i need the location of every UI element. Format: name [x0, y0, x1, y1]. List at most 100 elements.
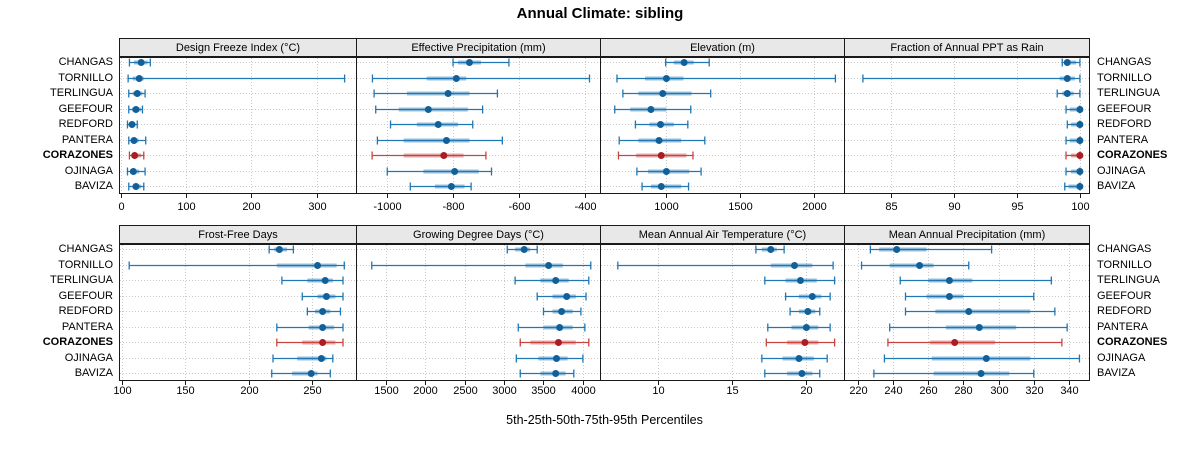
panel-title: Design Freeze Index (°C): [175, 41, 301, 54]
percentile-row-pantera: [276, 323, 344, 332]
panel-strip: Design Freeze Index (°C): [119, 38, 357, 57]
percentile-row-pantera: [889, 323, 1068, 332]
median-dot: [131, 152, 139, 159]
station-label-left-baviza: BAVIZA: [74, 367, 113, 379]
median-dot: [977, 370, 985, 377]
median-dot: [659, 90, 667, 97]
median-dot: [465, 59, 473, 66]
panel-strip: Effective Precipitation (mm): [356, 38, 601, 57]
median-dot: [129, 168, 137, 175]
percentile-row-ojinaga: [636, 167, 702, 176]
station-label-right-geefour: GEEFOUR: [1097, 289, 1152, 302]
median-dot: [802, 324, 810, 331]
median-dot: [801, 339, 809, 346]
median-dot: [657, 183, 665, 190]
median-dot: [1076, 152, 1084, 159]
median-dot: [1076, 106, 1084, 113]
panel-strip: Mean Annual Precipitation (mm): [844, 225, 1090, 244]
percentile-row-terlingua: [128, 89, 146, 98]
tick-label: 280: [954, 385, 973, 397]
panel-title: Frost-Free Days: [198, 228, 278, 241]
x-axis-caption: 5th-25th-50th-75th-95th Percentiles: [506, 413, 703, 427]
median-dot: [442, 137, 450, 144]
median-dot: [135, 75, 143, 82]
median-dot: [314, 262, 322, 269]
median-dot: [662, 168, 670, 175]
percentile-row-pantera: [1065, 136, 1084, 145]
median-dot: [1076, 183, 1084, 190]
median-dot: [558, 308, 566, 315]
tick-label: 90: [948, 201, 961, 213]
percentile-row-tornillo: [860, 261, 970, 270]
percentile-row-ojinaga: [883, 354, 1081, 363]
station-label-right-corazones: CORAZONES: [1097, 336, 1168, 348]
percentile-row-ojinaga: [761, 354, 828, 363]
median-dot: [795, 355, 803, 362]
percentile-row-tornillo: [862, 74, 1081, 83]
median-dot: [307, 370, 315, 377]
panel-strip: Elevation (m): [600, 38, 845, 57]
tick-label: 15: [726, 385, 739, 397]
median-dot: [552, 355, 560, 362]
percentile-row-tornillo: [127, 74, 346, 83]
tick-label: -1000: [373, 201, 402, 213]
median-dot: [434, 121, 442, 128]
station-label-right-ojinaga: OJINAGA: [1097, 164, 1146, 177]
median-dot: [319, 324, 327, 331]
median-dot: [1063, 75, 1071, 82]
tick-label: -400: [574, 201, 597, 213]
percentile-row-tornillo: [616, 74, 837, 83]
percentile-row-baviza: [1064, 182, 1084, 191]
median-dot: [798, 370, 806, 377]
panel-mean-annual-precipitation-mm: [844, 244, 1090, 385]
median-dot: [552, 370, 560, 377]
median-dot: [945, 277, 953, 284]
tick-label: 260: [919, 385, 938, 397]
percentile-row-ojinaga: [272, 354, 334, 363]
median-dot: [796, 277, 804, 284]
median-dot: [680, 59, 688, 66]
percentile-row-changas: [128, 58, 151, 67]
median-dot: [545, 262, 553, 269]
tick-label: 100: [177, 201, 196, 213]
percentile-row-tornillo: [371, 261, 592, 270]
median-dot: [767, 246, 775, 253]
station-label-left-tornillo: TORNILLO: [58, 71, 113, 84]
median-dot: [916, 262, 924, 269]
panel-design-freeze-index-c: [119, 57, 357, 198]
station-label-right-ojinaga: OJINAGA: [1097, 351, 1146, 364]
median-dot: [655, 137, 663, 144]
station-label-left-baviza: BAVIZA: [74, 180, 113, 192]
tick-label: 2000: [413, 385, 438, 397]
tick-label: 20: [800, 385, 813, 397]
percentile-row-corazones: [371, 151, 487, 160]
percentile-row-terlingua: [899, 276, 1052, 285]
chart-title: Annual Climate: sibling: [516, 5, 684, 22]
station-label-left-terlingua: TERLINGUA: [50, 87, 113, 99]
percentile-row-changas: [1061, 58, 1081, 67]
median-dot: [1063, 90, 1071, 97]
percentile-row-geefour: [904, 292, 1035, 301]
station-label-right-redford: REDFORD: [1097, 305, 1152, 317]
percentile-row-ojinaga: [1065, 167, 1084, 176]
tick-label: -600: [508, 201, 531, 213]
median-dot: [130, 137, 138, 144]
percentile-row-corazones: [128, 151, 145, 160]
tick-label: 200: [242, 201, 261, 213]
tick-label: 4000: [571, 385, 596, 397]
median-dot: [563, 293, 571, 300]
median-dot: [424, 106, 432, 113]
percentile-row-changas: [869, 245, 993, 254]
median-dot: [132, 106, 140, 113]
panel-border: [600, 57, 845, 194]
median-dot: [791, 262, 799, 269]
station-label-left-changas: CHANGAS: [58, 243, 113, 255]
median-dot: [556, 324, 564, 331]
panel-title: Growing Degree Days (°C): [413, 228, 544, 241]
percentile-row-ojinaga: [126, 167, 146, 176]
station-label-right-pantera: PANTERA: [1097, 320, 1149, 333]
tick-label: 2500: [453, 385, 478, 397]
tick-label: 3000: [492, 385, 517, 397]
percentile-row-corazones: [765, 338, 836, 347]
median-dot: [662, 75, 670, 82]
